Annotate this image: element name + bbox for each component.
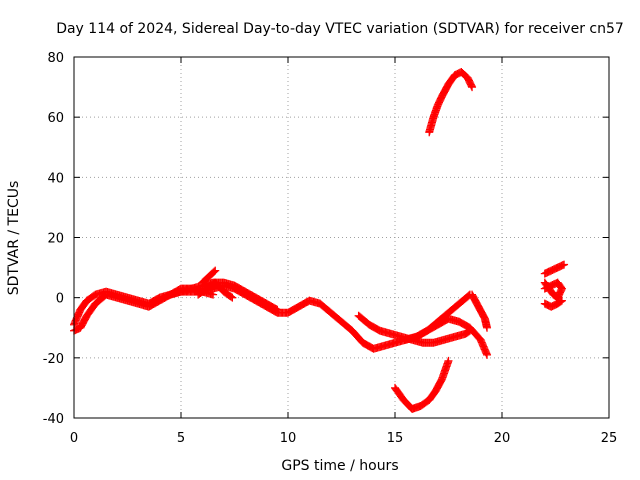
data-point [227, 292, 236, 301]
data-point [272, 305, 281, 314]
data-point [560, 260, 569, 269]
data-point [483, 350, 492, 359]
y-tick-label: -40 [43, 412, 64, 427]
data-point [211, 266, 220, 275]
grid [74, 57, 609, 418]
series-track-g [401, 314, 492, 359]
series-track-l [540, 278, 566, 302]
y-tick-label: 80 [47, 51, 64, 66]
data-point [556, 297, 565, 306]
data-point [444, 356, 453, 365]
x-tick-label: 0 [70, 431, 78, 446]
x-axis-label: GPS time / hours [281, 458, 398, 474]
series-track-j [391, 356, 453, 413]
y-tick-label: 0 [56, 292, 64, 307]
data-point [228, 293, 237, 302]
series-track-k [540, 260, 569, 278]
series-track-f [354, 311, 474, 347]
y-tick-label: 60 [47, 111, 64, 126]
x-tick-label: 20 [494, 431, 511, 446]
series-track-i [425, 68, 477, 137]
series-track-h [468, 290, 492, 332]
chart-title: Day 114 of 2024, Sidereal Day-to-day VTE… [56, 21, 624, 37]
y-tick-label: -20 [43, 352, 64, 367]
data-point [468, 83, 477, 92]
data-point [540, 284, 549, 293]
data-marks [70, 68, 569, 413]
data-point [210, 267, 219, 276]
series-track-e [198, 266, 220, 287]
series-track-d [194, 278, 237, 302]
x-tick-label: 15 [387, 431, 404, 446]
data-point [273, 305, 282, 314]
data-point [209, 290, 218, 299]
y-tick-label: 20 [47, 232, 64, 247]
x-tick-label: 5 [177, 431, 185, 446]
x-tick-label: 10 [280, 431, 297, 446]
axis-ticks: 0 5 10 15 20 25 -40 -20 0 20 40 60 80 [43, 51, 618, 446]
data-point [557, 296, 566, 305]
x-tick-label: 25 [601, 431, 618, 446]
y-axis-label: SDTVAR / TECUs [6, 181, 22, 296]
series-track-m [540, 296, 566, 311]
y-tick-label: 40 [47, 171, 64, 186]
data-point [483, 323, 492, 332]
